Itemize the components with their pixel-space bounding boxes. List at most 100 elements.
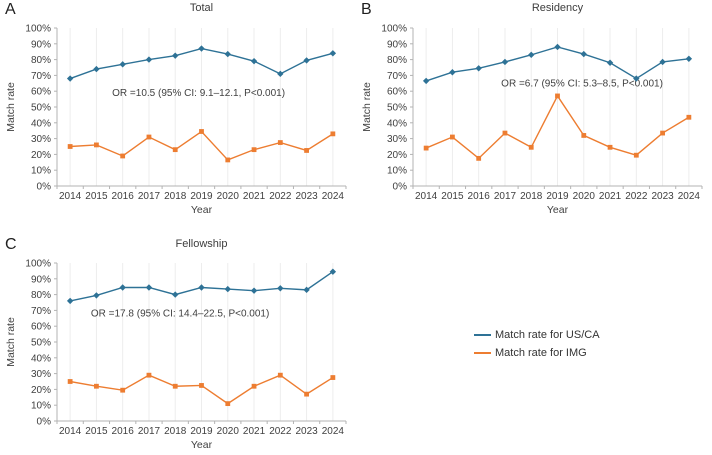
x-axis-ticks: 2014 2015 2016 2017 2018 2019 2020 2021 2022 2023… (56, 421, 347, 437)
data-point-marker (119, 284, 126, 291)
chart-fellowship: 0%10%20%30%40%50%60%70%80%90%100%2014 201… (5, 259, 347, 451)
data-point-marker (94, 383, 99, 389)
svg-text:2021: 2021 (243, 191, 266, 202)
svg-text:90%: 90% (387, 39, 407, 50)
data-point-marker (660, 130, 665, 136)
data-point-marker (475, 65, 482, 72)
data-point-marker (66, 75, 74, 82)
data-point-marker (449, 69, 456, 76)
x-axis-label: Year (547, 204, 569, 216)
svg-text:40%: 40% (387, 118, 407, 129)
data-point-marker (277, 285, 284, 292)
svg-text:2018: 2018 (164, 426, 187, 437)
data-point-marker (120, 387, 126, 393)
svg-text:2015: 2015 (85, 191, 108, 202)
chart-total: 0%10%20%30%40%50%60%70%80%90%100%2014 201… (5, 24, 347, 216)
svg-text:20%: 20% (31, 150, 51, 161)
svg-text:2021: 2021 (599, 191, 622, 202)
data-point-marker (528, 144, 534, 150)
svg-text:2016: 2016 (112, 191, 135, 202)
chart-residency: 0%10%20%30%40%50%60%70%80%90%100%2014 201… (361, 24, 703, 216)
svg-text:80%: 80% (387, 55, 407, 66)
data-point-marker (423, 145, 429, 151)
data-point-marker (93, 65, 100, 73)
svg-text:20%: 20% (31, 385, 51, 396)
x-axis-ticks: 2014 2015 2016 2017 2018 2019 2020 2021 2022 2023… (412, 186, 703, 202)
legend: Match rate for US/CA Match rate for IMG (474, 329, 600, 359)
series-img (423, 93, 692, 161)
svg-text:2014: 2014 (415, 191, 438, 202)
panel-label-b: B (361, 1, 372, 18)
panel-label-c: C (5, 236, 17, 253)
svg-text:2018: 2018 (520, 191, 543, 202)
data-point-marker (224, 50, 231, 58)
data-point-marker (93, 292, 100, 299)
series-img (67, 372, 336, 407)
series-usca (66, 268, 337, 305)
data-point-marker (172, 291, 179, 298)
svg-text:2023: 2023 (295, 426, 318, 437)
svg-text:2024: 2024 (322, 426, 345, 437)
svg-text:30%: 30% (31, 134, 51, 145)
svg-text:2017: 2017 (494, 191, 517, 202)
svg-text:50%: 50% (31, 103, 51, 114)
svg-text:70%: 70% (31, 306, 51, 317)
data-point-marker (528, 51, 535, 59)
svg-text:2022: 2022 (269, 191, 292, 202)
svg-text:40%: 40% (31, 353, 51, 364)
data-point-marker (607, 144, 613, 150)
svg-text:30%: 30% (387, 134, 407, 145)
data-point-marker (330, 375, 336, 380)
gridlines (69, 263, 334, 421)
legend-label-img: Match rate for IMG (495, 347, 587, 359)
data-point-marker (94, 142, 99, 148)
data-point-marker (304, 391, 309, 397)
svg-text:70%: 70% (31, 71, 51, 82)
data-point-marker (277, 140, 283, 145)
svg-text:0%: 0% (37, 417, 52, 428)
svg-text:80%: 80% (31, 290, 51, 301)
data-point-marker (120, 153, 126, 159)
data-point-marker (501, 58, 509, 66)
svg-text:20%: 20% (387, 150, 407, 161)
svg-text:60%: 60% (387, 87, 407, 98)
data-point-marker (476, 155, 482, 161)
svg-text:2022: 2022 (269, 426, 292, 437)
x-axis-label: Year (191, 204, 213, 216)
data-point-marker (330, 131, 336, 137)
svg-text:50%: 50% (31, 338, 51, 349)
data-point-marker (199, 129, 204, 134)
data-point-marker (146, 372, 152, 378)
data-point-marker (199, 383, 204, 388)
y-axis-ticks: 0% 10% 20% 30% 40% 50% 60% 70% 80% 90% 100% (25, 259, 57, 428)
svg-text:0%: 0% (393, 182, 408, 193)
svg-text:2020: 2020 (217, 191, 240, 202)
svg-text:2015: 2015 (85, 426, 108, 437)
legend-line-swatch-usca (474, 334, 491, 336)
legend-cell: Match rate for US/CA Match rate for IMG (356, 228, 712, 455)
data-point-marker (633, 152, 639, 158)
data-point-marker (251, 147, 257, 153)
svg-text:80%: 80% (31, 55, 51, 66)
panel-residency: B Residency 0% 10% 20% 30% 40% 50% 60% 70% 80% 90… (356, 0, 712, 228)
svg-text:2015: 2015 (441, 191, 464, 202)
data-point-marker (250, 57, 258, 65)
svg-text:2024: 2024 (678, 191, 701, 202)
svg-text:60%: 60% (31, 322, 51, 333)
chart-title-residency: Residency (531, 2, 584, 14)
svg-text:10%: 10% (387, 166, 407, 177)
svg-text:90%: 90% (31, 39, 51, 50)
y-axis-ticks: 0% 10% 20% 30% 40% 50% 60% 70% 80% 90% 100% (381, 24, 413, 193)
data-point-marker (329, 50, 337, 57)
svg-text:10%: 10% (31, 166, 51, 177)
y-axis-label: Match rate (5, 82, 17, 132)
panel-total: A Total 0% 10% 20% 30% 40% 50% 60% 70% 80% 90% 100… (0, 0, 356, 228)
data-point-marker (225, 157, 231, 163)
svg-text:60%: 60% (31, 87, 51, 98)
legend-label-usca: Match rate for US/CA (495, 329, 600, 341)
svg-text:2014: 2014 (59, 191, 82, 202)
data-point-marker (303, 57, 310, 64)
data-point-marker (502, 130, 508, 136)
svg-text:2014: 2014 (59, 426, 82, 437)
data-point-marker (555, 93, 560, 99)
